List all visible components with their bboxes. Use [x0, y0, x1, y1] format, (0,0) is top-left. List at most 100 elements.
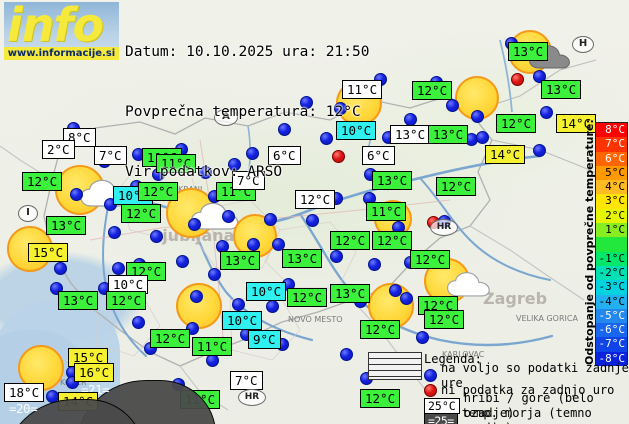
- legend-row-available: na voljo so podatki zadnje ure: [424, 361, 629, 390]
- scale-row: -8°C: [596, 351, 627, 367]
- legend-title: Legenda:: [424, 352, 482, 366]
- temperature-label: 13°C: [372, 171, 413, 190]
- scale-row: [596, 237, 627, 252]
- place-name: NOVO MESTO: [288, 315, 343, 324]
- temperature-label: 12°C: [360, 320, 401, 339]
- station-dot-available[interactable]: [278, 123, 291, 136]
- station-dot-no-data[interactable]: [511, 73, 524, 86]
- temperature-label: 12°C: [412, 81, 453, 100]
- temperature-label: 15°C: [68, 348, 109, 367]
- station-dot-available[interactable]: [246, 147, 259, 160]
- scale-row: -2°C: [596, 265, 627, 281]
- temperature-label: 13°C: [330, 284, 371, 303]
- place-name: KARLOVAC: [442, 350, 485, 359]
- station-dot-no-data[interactable]: [332, 150, 345, 163]
- scale-row: 8°C: [596, 123, 627, 138]
- scale-row: 4°C: [596, 180, 627, 195]
- station-dot-available[interactable]: [222, 210, 235, 223]
- logo-url: www.informacije.si: [4, 47, 119, 60]
- temperature-label: 13°C: [282, 249, 323, 268]
- station-dot-available[interactable]: [228, 158, 241, 171]
- station-dot-available[interactable]: [446, 99, 459, 112]
- legend-row-missing: ni podatka za zadnjo uro: [424, 383, 629, 398]
- station-dot-available[interactable]: [320, 132, 333, 145]
- station-dot-available[interactable]: [188, 218, 201, 231]
- station-dot-available[interactable]: [54, 262, 67, 275]
- station-dot-available[interactable]: [389, 284, 402, 297]
- scale-row: 6°C: [596, 151, 627, 166]
- temperature-label: 11°C: [366, 202, 407, 221]
- header-data-source: Vir podatkov: ARSO: [125, 164, 283, 180]
- temperature-label: 12°C: [424, 310, 465, 329]
- station-dot-available[interactable]: [272, 238, 285, 251]
- temperature-label: 12°C: [410, 250, 451, 269]
- scale-row: -6°C: [596, 323, 627, 338]
- station-dot-available[interactable]: [232, 298, 245, 311]
- station-dot-available[interactable]: [108, 226, 121, 239]
- station-dot-available[interactable]: [266, 300, 279, 313]
- temperature-label: 11°C: [342, 80, 383, 99]
- temperature-label: 11°C: [156, 154, 197, 173]
- site-logo[interactable]: info www.informacije.si: [4, 2, 119, 60]
- blue-dot-icon: [424, 369, 437, 382]
- station-dot-available[interactable]: [112, 262, 125, 275]
- striped-scale-box: [368, 352, 422, 380]
- station-dot-available[interactable]: [150, 230, 163, 243]
- country-tag-croatia-south: HR: [238, 389, 266, 406]
- temperature-label: 12°C: [295, 190, 336, 209]
- temperature-label: 13°C: [390, 125, 431, 144]
- station-dot-available[interactable]: [70, 188, 83, 201]
- station-dot-available[interactable]: [540, 106, 553, 119]
- station-dot-available[interactable]: [264, 213, 277, 226]
- temperature-label: 13°C: [508, 42, 549, 61]
- scale-axis-title: Odstopanje od povprečne temperature:: [581, 119, 596, 365]
- scale-color-bar: 8°C 7°C 6°C 5°C 4°C 3°C 2°C 1°C -1°C -2°C -3°C -4°C…: [595, 122, 628, 367]
- temperature-label: 12°C: [496, 114, 537, 133]
- station-dot-available[interactable]: [199, 166, 212, 179]
- header-date-time: Datum: 10.10.2025 ura: 21:50: [125, 44, 370, 60]
- station-dot-available[interactable]: [533, 70, 546, 83]
- temperature-label: 13°C: [541, 80, 582, 99]
- station-dot-available[interactable]: [247, 238, 260, 251]
- station-dot-available[interactable]: [330, 250, 343, 263]
- station-dot-available[interactable]: [533, 144, 546, 157]
- country-tag-hungary: H: [572, 36, 594, 53]
- station-dot-available[interactable]: [306, 214, 319, 227]
- station-dot-available[interactable]: [190, 290, 203, 303]
- logo-wordmark: info: [7, 2, 104, 52]
- legend-label-available: na voljo so podatki zadnje ure: [441, 360, 629, 390]
- temperature-label: 2°C: [42, 140, 75, 159]
- station-dot-available[interactable]: [300, 96, 313, 109]
- country-tag-croatia-east: HR: [430, 219, 458, 236]
- country-tag-italy: I: [18, 205, 38, 222]
- temperature-label: 13°C: [58, 291, 99, 310]
- station-dot-available[interactable]: [176, 255, 189, 268]
- temperature-label: 14°C: [485, 145, 526, 164]
- station-dot-available[interactable]: [208, 268, 221, 281]
- station-dot-available[interactable]: [340, 348, 353, 361]
- scale-row: 5°C: [596, 165, 627, 181]
- station-dot-available[interactable]: [400, 292, 413, 305]
- temperature-label: 13°C: [220, 251, 261, 270]
- temperature-label: 7°C: [94, 146, 127, 165]
- temperature-label: 18°C: [4, 383, 45, 402]
- legend: Legenda: na voljo so podatki zadnje ure …: [424, 352, 629, 424]
- temperature-label: 12°C: [150, 329, 191, 348]
- temperature-label: 12°C: [121, 204, 162, 223]
- station-dot-available[interactable]: [368, 258, 381, 271]
- station-dot-available[interactable]: [416, 331, 429, 344]
- station-dot-available[interactable]: [334, 102, 347, 115]
- scale-row: -5°C: [596, 308, 627, 324]
- station-dot-available[interactable]: [476, 131, 489, 144]
- legend-label-hills: hribi / gore (belo ozadje): [463, 390, 594, 420]
- place-name: Zagreb: [483, 289, 548, 308]
- station-dot-available[interactable]: [132, 316, 145, 329]
- temperature-label: 12°C: [436, 177, 477, 196]
- temperature-label: 12°C: [106, 291, 147, 310]
- station-dot-available[interactable]: [471, 110, 484, 123]
- scale-row: 7°C: [596, 137, 627, 152]
- legend-row-hills: 25°C hribi / gore (belo ozadje): [424, 391, 629, 420]
- temperature-label: 15°C: [28, 243, 69, 262]
- legend-chip-hills: 25°C: [424, 397, 460, 414]
